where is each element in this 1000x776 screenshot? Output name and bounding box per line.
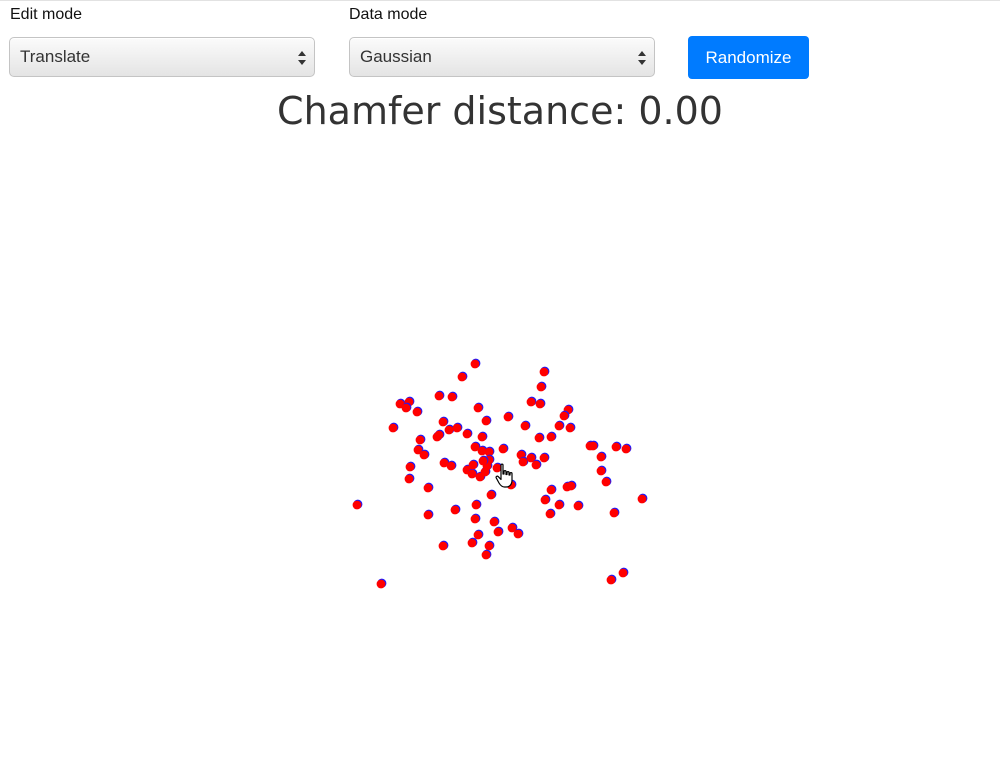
data-point[interactable]: [493, 527, 503, 537]
select-arrows-icon: [298, 51, 306, 65]
data-point[interactable]: [559, 411, 569, 421]
data-point[interactable]: [446, 461, 456, 471]
data-point[interactable]: [536, 382, 546, 392]
data-point[interactable]: [492, 463, 502, 473]
data-point[interactable]: [477, 432, 487, 442]
data-mode-select-value: Gaussian: [360, 47, 432, 66]
data-point[interactable]: [606, 575, 616, 585]
point-cloud-canvas[interactable]: [0, 140, 1000, 760]
data-point[interactable]: [546, 485, 556, 495]
data-point[interactable]: [481, 550, 491, 560]
data-point[interactable]: [470, 359, 480, 369]
data-point[interactable]: [534, 433, 544, 443]
data-point[interactable]: [473, 403, 483, 413]
data-point[interactable]: [566, 481, 576, 491]
data-point[interactable]: [486, 490, 496, 500]
data-point[interactable]: [376, 579, 386, 589]
data-point[interactable]: [413, 445, 423, 455]
data-point[interactable]: [484, 447, 494, 457]
data-point[interactable]: [513, 529, 523, 539]
data-point[interactable]: [526, 397, 536, 407]
data-point[interactable]: [401, 403, 411, 413]
data-point[interactable]: [434, 430, 444, 440]
data-mode-select[interactable]: Gaussian: [349, 37, 655, 77]
data-point[interactable]: [477, 446, 487, 456]
data-point[interactable]: [573, 501, 583, 511]
edit-mode-select-value: Translate: [20, 47, 91, 66]
select-arrows-icon: [638, 51, 646, 65]
data-point[interactable]: [471, 500, 481, 510]
data-mode-label: Data mode: [349, 6, 428, 23]
data-point[interactable]: [554, 421, 564, 431]
data-point[interactable]: [352, 500, 362, 510]
data-point[interactable]: [565, 423, 575, 433]
data-point[interactable]: [596, 452, 606, 462]
data-point[interactable]: [468, 460, 478, 470]
data-point[interactable]: [423, 510, 433, 520]
edit-mode-select[interactable]: Translate: [9, 37, 315, 77]
data-point[interactable]: [507, 523, 517, 533]
data-point[interactable]: [470, 442, 480, 452]
data-point[interactable]: [535, 399, 545, 409]
data-point[interactable]: [540, 495, 550, 505]
data-point[interactable]: [457, 372, 467, 382]
data-point[interactable]: [434, 391, 444, 401]
data-point[interactable]: [450, 505, 460, 515]
data-point[interactable]: [473, 530, 483, 540]
data-point[interactable]: [601, 477, 611, 487]
data-point[interactable]: [531, 460, 541, 470]
data-point[interactable]: [452, 423, 462, 433]
data-point[interactable]: [611, 442, 621, 452]
randomize-button[interactable]: Randomize: [688, 36, 809, 79]
edit-mode-control: Edit mode Translate: [0, 0, 330, 82]
data-point[interactable]: [546, 432, 556, 442]
data-point[interactable]: [470, 514, 480, 524]
data-point[interactable]: [444, 425, 454, 435]
data-point[interactable]: [596, 466, 606, 476]
data-point[interactable]: [467, 538, 477, 548]
data-point[interactable]: [621, 444, 631, 454]
data-point[interactable]: [412, 407, 422, 417]
data-point[interactable]: [415, 435, 425, 445]
data-mode-control: Data mode Gaussian: [340, 0, 670, 82]
edit-mode-label: Edit mode: [10, 6, 83, 23]
data-point[interactable]: [526, 453, 536, 463]
data-point[interactable]: [539, 453, 549, 463]
data-point[interactable]: [539, 367, 549, 377]
data-point[interactable]: [462, 429, 472, 439]
data-point[interactable]: [545, 509, 555, 519]
hand-pointer-icon: [495, 463, 513, 488]
data-point[interactable]: [498, 444, 508, 454]
data-point[interactable]: [588, 441, 598, 451]
data-point[interactable]: [503, 412, 513, 422]
data-point[interactable]: [388, 423, 398, 433]
data-point[interactable]: [439, 458, 449, 468]
chamfer-distance-heading: Chamfer distance: 0.00: [277, 89, 723, 133]
data-point[interactable]: [518, 457, 528, 467]
data-point[interactable]: [438, 541, 448, 551]
data-point[interactable]: [637, 494, 647, 504]
data-point[interactable]: [405, 462, 415, 472]
data-point[interactable]: [423, 483, 433, 493]
data-point[interactable]: [404, 474, 414, 484]
top-divider: [0, 0, 1000, 1]
data-point[interactable]: [484, 541, 494, 551]
data-point[interactable]: [489, 517, 499, 527]
data-point[interactable]: [438, 417, 448, 427]
data-point[interactable]: [618, 568, 628, 578]
data-point[interactable]: [447, 392, 457, 402]
data-point[interactable]: [419, 450, 429, 460]
data-point[interactable]: [520, 421, 530, 431]
data-point[interactable]: [554, 500, 564, 510]
data-point[interactable]: [609, 508, 619, 518]
data-point[interactable]: [467, 469, 477, 479]
data-point[interactable]: [478, 456, 488, 466]
data-point[interactable]: [481, 416, 491, 426]
